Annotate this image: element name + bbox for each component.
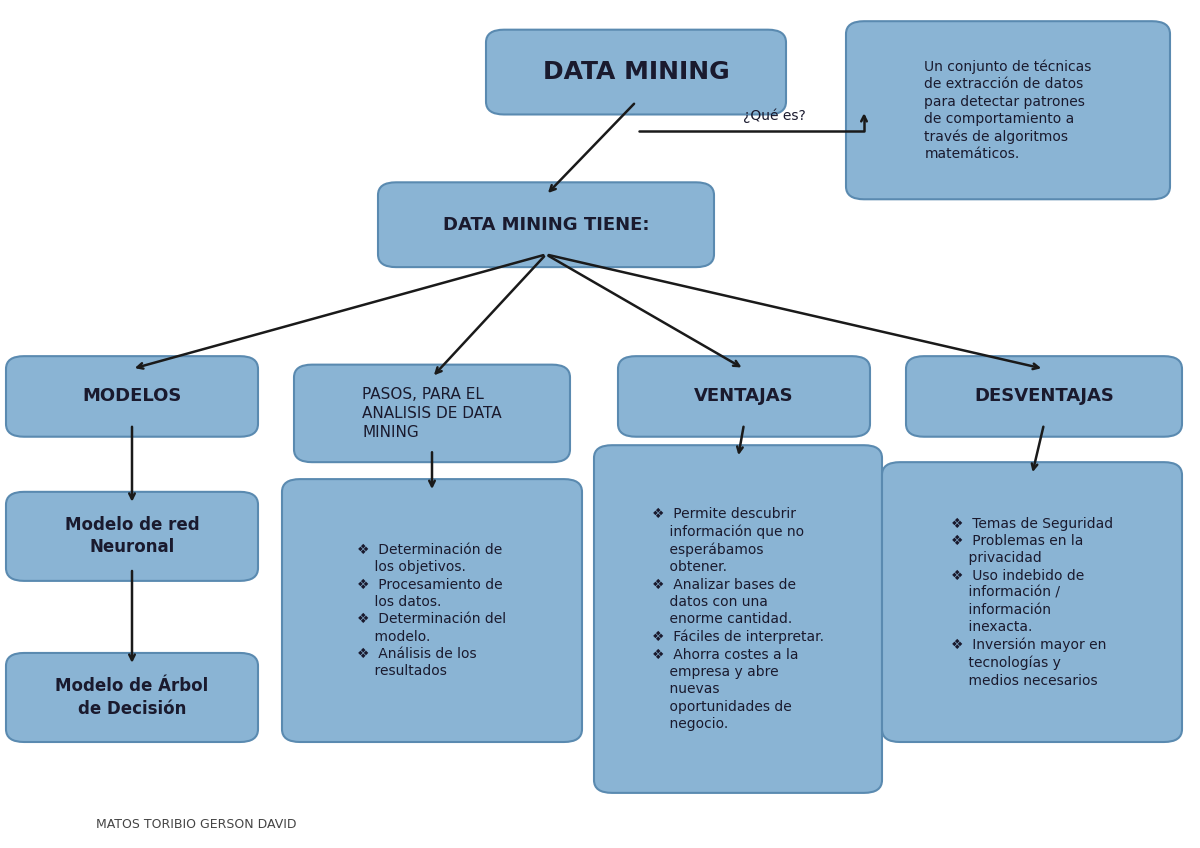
- FancyBboxPatch shape: [846, 21, 1170, 199]
- FancyBboxPatch shape: [906, 356, 1182, 437]
- FancyBboxPatch shape: [486, 30, 786, 114]
- Text: ❖  Determinación de
    los objetivos.
❖  Procesamiento de
    los datos.
❖  Det: ❖ Determinación de los objetivos. ❖ Proc…: [358, 543, 506, 678]
- FancyBboxPatch shape: [282, 479, 582, 742]
- FancyBboxPatch shape: [6, 492, 258, 581]
- Text: Modelo de red
Neuronal: Modelo de red Neuronal: [65, 516, 199, 556]
- Text: Modelo de Árbol
de Decisión: Modelo de Árbol de Decisión: [55, 678, 209, 717]
- Text: ¿Qué es?: ¿Qué es?: [743, 109, 805, 123]
- Text: DATA MINING: DATA MINING: [542, 60, 730, 84]
- FancyBboxPatch shape: [6, 653, 258, 742]
- Text: VENTAJAS: VENTAJAS: [694, 388, 794, 405]
- FancyBboxPatch shape: [6, 356, 258, 437]
- Text: MATOS TORIBIO GERSON DAVID: MATOS TORIBIO GERSON DAVID: [96, 818, 296, 831]
- FancyBboxPatch shape: [294, 365, 570, 462]
- Text: PASOS, PARA EL
ANALISIS DE DATA
MINING: PASOS, PARA EL ANALISIS DE DATA MINING: [362, 388, 502, 439]
- Text: ❖  Temas de Seguridad
❖  Problemas en la
    privacidad
❖  Uso indebido de
    i: ❖ Temas de Seguridad ❖ Problemas en la p…: [950, 516, 1114, 688]
- FancyBboxPatch shape: [378, 182, 714, 267]
- FancyBboxPatch shape: [594, 445, 882, 793]
- Text: ❖  Permite descubrir
    información que no
    esperábamos
    obtener.
❖  Anal: ❖ Permite descubrir información que no e…: [652, 507, 824, 731]
- Text: Un conjunto de técnicas
de extracción de datos
para detectar patrones
de comport: Un conjunto de técnicas de extracción de…: [924, 59, 1092, 161]
- Text: DESVENTAJAS: DESVENTAJAS: [974, 388, 1114, 405]
- FancyBboxPatch shape: [882, 462, 1182, 742]
- Text: MODELOS: MODELOS: [83, 388, 181, 405]
- Text: DATA MINING TIENE:: DATA MINING TIENE:: [443, 215, 649, 234]
- FancyBboxPatch shape: [618, 356, 870, 437]
